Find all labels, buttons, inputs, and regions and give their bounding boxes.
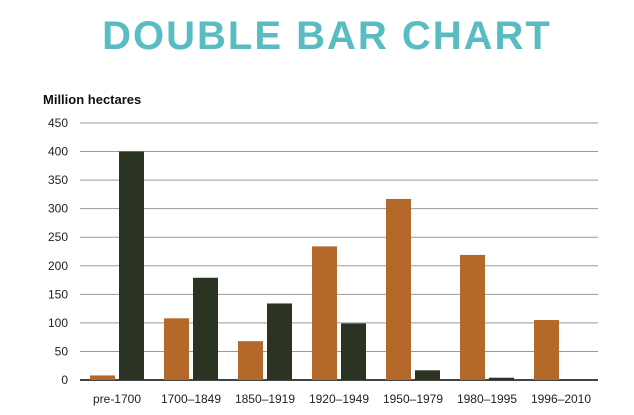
x-tick-label: pre-1700 [93, 392, 141, 406]
y-tick-label: 250 [48, 230, 68, 244]
y-tick-label: 350 [48, 173, 68, 187]
x-tick-label: 1850–1919 [235, 392, 295, 406]
y-tick-label: 150 [48, 287, 68, 301]
bar-series-1-0 [90, 375, 115, 380]
x-tick-label: 1950–1979 [383, 392, 443, 406]
y-tick-label: 0 [61, 373, 68, 387]
gridlines [80, 122, 598, 381]
y-tick-label: 200 [48, 259, 68, 273]
bar-series-2-3 [341, 323, 366, 380]
bar-series-1-3 [312, 246, 337, 380]
chart-title: DOUBLE BAR CHART [102, 14, 552, 58]
x-tick-label: 1700–1849 [161, 392, 221, 406]
bar-series-1-6 [534, 320, 559, 380]
bar-series-2-5 [489, 377, 514, 380]
bar-series-1-2 [238, 341, 263, 380]
y-tick-label: 400 [48, 145, 68, 159]
x-tick-labels: pre-1700 1700–1849 1850–1919 1920–1949 1950–… [93, 392, 591, 406]
bar-series-2-4 [415, 370, 440, 380]
y-tick-label: 100 [48, 316, 68, 330]
y-tick-labels: 0 50 100 150 200 250 300 350 400 450 [48, 116, 68, 387]
bar-series-2-1 [193, 277, 218, 380]
x-tick-label: 1920–1949 [309, 392, 369, 406]
bar-series-1-1 [164, 318, 189, 380]
bar-series-1-5 [460, 254, 485, 380]
bar-series-2-0 [119, 151, 144, 380]
bar-series-1-4 [386, 198, 411, 380]
y-tick-label: 300 [48, 202, 68, 216]
bar-series-2-2 [267, 303, 292, 380]
x-tick-label: 1996–2010 [531, 392, 591, 406]
bars [90, 151, 559, 380]
y-tick-label: 450 [48, 116, 68, 130]
y-tick-label: 50 [55, 344, 69, 358]
x-tick-label: 1980–1995 [457, 392, 517, 406]
y-axis-label: Million hectares [43, 92, 142, 107]
